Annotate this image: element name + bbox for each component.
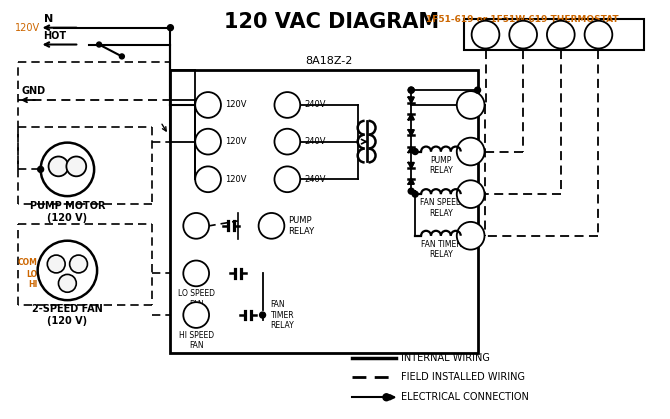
Text: PUMP MOTOR
(120 V): PUMP MOTOR (120 V)	[29, 201, 105, 222]
Polygon shape	[409, 163, 414, 168]
Circle shape	[412, 191, 418, 197]
Text: FAN
TIMER
RELAY: FAN TIMER RELAY	[271, 300, 294, 330]
Polygon shape	[409, 97, 414, 103]
Circle shape	[184, 302, 209, 328]
Text: FAN SPEED
RELAY: FAN SPEED RELAY	[420, 198, 462, 218]
Polygon shape	[409, 178, 414, 184]
Text: PUMP
RELAY: PUMP RELAY	[288, 216, 314, 235]
Text: LO: LO	[27, 270, 38, 279]
Text: 8A18Z-2: 8A18Z-2	[306, 56, 352, 66]
Text: INTERNAL WIRING: INTERNAL WIRING	[401, 353, 490, 362]
Text: Y: Y	[556, 28, 565, 41]
Circle shape	[259, 213, 284, 239]
Text: HI: HI	[190, 310, 202, 320]
Text: 120V: 120V	[225, 101, 247, 109]
Text: GND: GND	[22, 86, 46, 96]
Text: FAN TIMER
RELAY: FAN TIMER RELAY	[421, 240, 461, 259]
Circle shape	[408, 87, 414, 93]
Circle shape	[119, 54, 125, 59]
Text: P1: P1	[265, 221, 279, 231]
Text: ELECTRICAL CONNECTION: ELECTRICAL CONNECTION	[401, 392, 529, 402]
Text: 120V: 120V	[15, 23, 40, 33]
Text: 1F51-619 or 1F51W-619 THERMOSTAT: 1F51-619 or 1F51W-619 THERMOSTAT	[426, 15, 618, 24]
Text: 240V: 240V	[304, 137, 326, 146]
Circle shape	[66, 156, 86, 176]
Circle shape	[184, 261, 209, 286]
Circle shape	[41, 142, 94, 196]
Circle shape	[259, 312, 265, 318]
Text: G: G	[594, 28, 604, 41]
Polygon shape	[409, 130, 414, 135]
Text: R: R	[480, 28, 490, 41]
Text: 2-SPEED FAN
(120 V): 2-SPEED FAN (120 V)	[32, 304, 103, 326]
Circle shape	[408, 188, 414, 194]
Circle shape	[48, 156, 68, 176]
Circle shape	[275, 92, 300, 118]
Circle shape	[184, 213, 209, 239]
Bar	[464, 19, 644, 50]
Text: R: R	[466, 98, 476, 111]
Text: L1: L1	[190, 221, 203, 231]
Circle shape	[195, 92, 221, 118]
Text: P2: P2	[281, 137, 294, 147]
Text: COM: COM	[18, 258, 38, 267]
Circle shape	[383, 394, 390, 401]
Circle shape	[509, 21, 537, 49]
Text: P2: P2	[201, 137, 215, 147]
Text: W: W	[517, 28, 530, 41]
Text: W: W	[464, 145, 478, 158]
Circle shape	[275, 166, 300, 192]
Circle shape	[195, 166, 221, 192]
Text: 120V: 120V	[225, 137, 247, 146]
Text: HOT: HOT	[44, 31, 67, 41]
Text: 120V: 120V	[225, 175, 247, 184]
Circle shape	[168, 25, 174, 31]
Circle shape	[474, 87, 480, 93]
Text: F2: F2	[281, 174, 294, 184]
Circle shape	[275, 129, 300, 155]
Circle shape	[457, 138, 484, 166]
Circle shape	[70, 255, 88, 273]
Circle shape	[472, 21, 499, 49]
Text: PUMP
RELAY: PUMP RELAY	[429, 156, 453, 175]
Text: LO SPEED
FAN: LO SPEED FAN	[178, 289, 214, 309]
Text: HI SPEED
FAN: HI SPEED FAN	[179, 331, 214, 350]
Circle shape	[195, 129, 221, 155]
Text: L0: L0	[190, 269, 203, 278]
Text: F2: F2	[202, 174, 215, 184]
Circle shape	[457, 222, 484, 250]
Text: 120 VAC DIAGRAM: 120 VAC DIAGRAM	[224, 12, 440, 32]
Text: HI: HI	[28, 280, 38, 289]
Text: L2: L2	[281, 100, 294, 110]
Polygon shape	[409, 114, 414, 119]
Text: FIELD INSTALLED WIRING: FIELD INSTALLED WIRING	[401, 372, 525, 383]
Circle shape	[58, 274, 76, 292]
Circle shape	[96, 42, 102, 47]
Text: N: N	[204, 100, 212, 110]
Circle shape	[412, 149, 418, 155]
Bar	[176, 95, 349, 194]
Polygon shape	[409, 147, 414, 152]
Bar	[170, 70, 478, 353]
Text: Y: Y	[466, 188, 475, 201]
Circle shape	[48, 255, 65, 273]
Text: 240V: 240V	[304, 175, 326, 184]
Circle shape	[547, 21, 575, 49]
Text: G: G	[466, 229, 476, 242]
Circle shape	[408, 87, 414, 93]
Circle shape	[38, 166, 44, 172]
Text: N: N	[44, 14, 53, 24]
Text: 240V: 240V	[304, 101, 326, 109]
Circle shape	[585, 21, 612, 49]
Circle shape	[457, 91, 484, 119]
Circle shape	[38, 241, 97, 300]
Circle shape	[457, 180, 484, 208]
